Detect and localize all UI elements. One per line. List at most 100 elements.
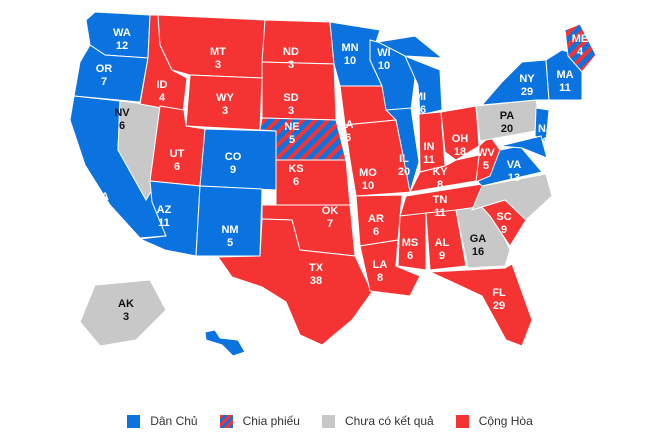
state-label-abbr: ID [157,79,168,91]
state-label-abbr: WA [113,27,131,39]
legend-rep: Cộng Hòa [455,414,533,428]
state-label-abbr: AL [435,237,450,249]
state-label-abbr: PA [500,110,515,122]
state-tx[interactable] [217,218,373,346]
state-label-abbr: OH [452,133,469,145]
state-label-abbr: WI [377,47,390,59]
state-ak[interactable] [79,279,167,347]
state-label-votes: 11 [423,154,435,166]
state-label-abbr: FL [492,287,506,299]
legend-label: Chia phiếu [242,414,300,428]
legend-pending: Chưa có kết quả [321,414,434,428]
state-label-abbr: KS [288,163,303,175]
state-label-votes: 3 [288,59,294,71]
state-label-votes: 8 [377,272,383,284]
state-label-votes: 11 [158,217,170,229]
state-label-votes: 5 [227,237,233,249]
state-label-votes: 6 [293,176,299,188]
state-label-abbr: WV [477,147,495,159]
state-label-abbr: OK [322,205,339,217]
state-label-abbr: AR [368,213,384,225]
state-label-votes: 16 [472,246,484,258]
state-label-votes: 11 [559,82,571,94]
state-label-votes: 55 [95,204,107,216]
state-label-votes: 3 [222,105,228,117]
legend-swatch-dem [127,414,141,428]
state-label-votes: 29 [493,300,505,312]
state-label-abbr: MT [210,46,226,58]
state-label-votes: 9 [230,164,236,176]
state-label-abbr: CA [93,191,109,203]
state-label-votes: 6 [174,161,180,173]
state-label-abbr: NM [221,224,238,236]
state-label-abbr: SC [496,211,511,223]
state-me[interactable] [564,23,597,73]
state-ny[interactable] [480,59,550,106]
state-label-abbr: ND [283,46,299,58]
state-label-abbr: LA [373,259,388,271]
state-label-votes: 9 [439,250,445,262]
state-label-abbr: CO [225,151,242,163]
state-label-abbr: NY [519,73,535,85]
legend-label: Chưa có kết quả [344,414,434,428]
state-label-abbr: AZ [157,204,172,216]
state-label-votes: 6 [373,226,379,238]
state-label-votes: 4 [159,92,166,104]
legend: Dân Chủ Chia phiếu Chưa có kết quả Cộng … [0,414,660,428]
state-sd[interactable] [261,61,337,121]
state-label-votes: 38 [310,275,322,287]
state-label-votes: 18 [454,146,466,158]
state-label-votes: 20 [398,166,410,178]
state-hi[interactable] [204,329,246,357]
state-label-votes: 13 [508,172,520,184]
state-label-votes: 5 [289,134,295,146]
state-label-abbr: GA [470,233,487,245]
state-label-votes: 10 [362,180,374,192]
state-label-abbr: UT [170,148,185,160]
state-label-abbr: IA [343,119,354,131]
state-label-abbr: IL [399,153,409,165]
legend-swatch-rep [455,414,469,428]
state-label-votes: 16 [414,104,426,116]
state-oh[interactable] [440,105,480,161]
state-label-abbr: MS [402,237,419,249]
state-ms[interactable] [397,212,427,271]
state-label-votes: 6 [119,120,125,132]
state-nj[interactable] [534,107,550,143]
state-ks[interactable] [275,159,351,206]
state-mi[interactable] [376,35,444,59]
state-md[interactable] [499,135,548,159]
state-label-votes: 20 [501,123,513,135]
state-label-votes: 4 [577,46,584,58]
legend-dem: Dân Chủ [127,414,198,428]
state-label-votes: 3 [215,59,221,71]
state-label-votes: 11 [434,207,446,219]
state-fl[interactable] [429,263,533,347]
state-label-votes: 3 [123,311,129,323]
state-label-abbr: NJ [538,123,552,135]
state-label-votes: 3 [288,105,294,117]
legend-label: Dân Chủ [150,414,198,428]
state-label-abbr: KY [432,166,448,178]
state-la[interactable] [359,239,421,297]
state-nm[interactable] [195,185,263,257]
state-label-abbr: MO [359,167,377,179]
state-label-votes: 5 [483,160,489,172]
state-label-abbr: MA [556,69,573,81]
state-label-votes: 6 [407,250,413,262]
state-label-votes: 12 [116,40,128,52]
state-label-abbr: ME [572,33,589,45]
legend-label: Cộng Hòa [478,414,533,428]
state-label-votes: 10 [344,55,356,67]
state-label-votes: 1 [542,136,548,148]
state-al[interactable] [425,209,467,271]
state-ma[interactable] [545,49,583,101]
state-label-abbr: OR [96,63,113,75]
state-label-votes: 6 [345,132,351,144]
legend-split: Chia phiếu [219,414,300,428]
state-label-votes: 9 [501,224,507,236]
state-label-abbr: NE [284,121,299,133]
state-label-abbr: VA [507,159,522,171]
state-label-abbr: TN [433,194,448,206]
